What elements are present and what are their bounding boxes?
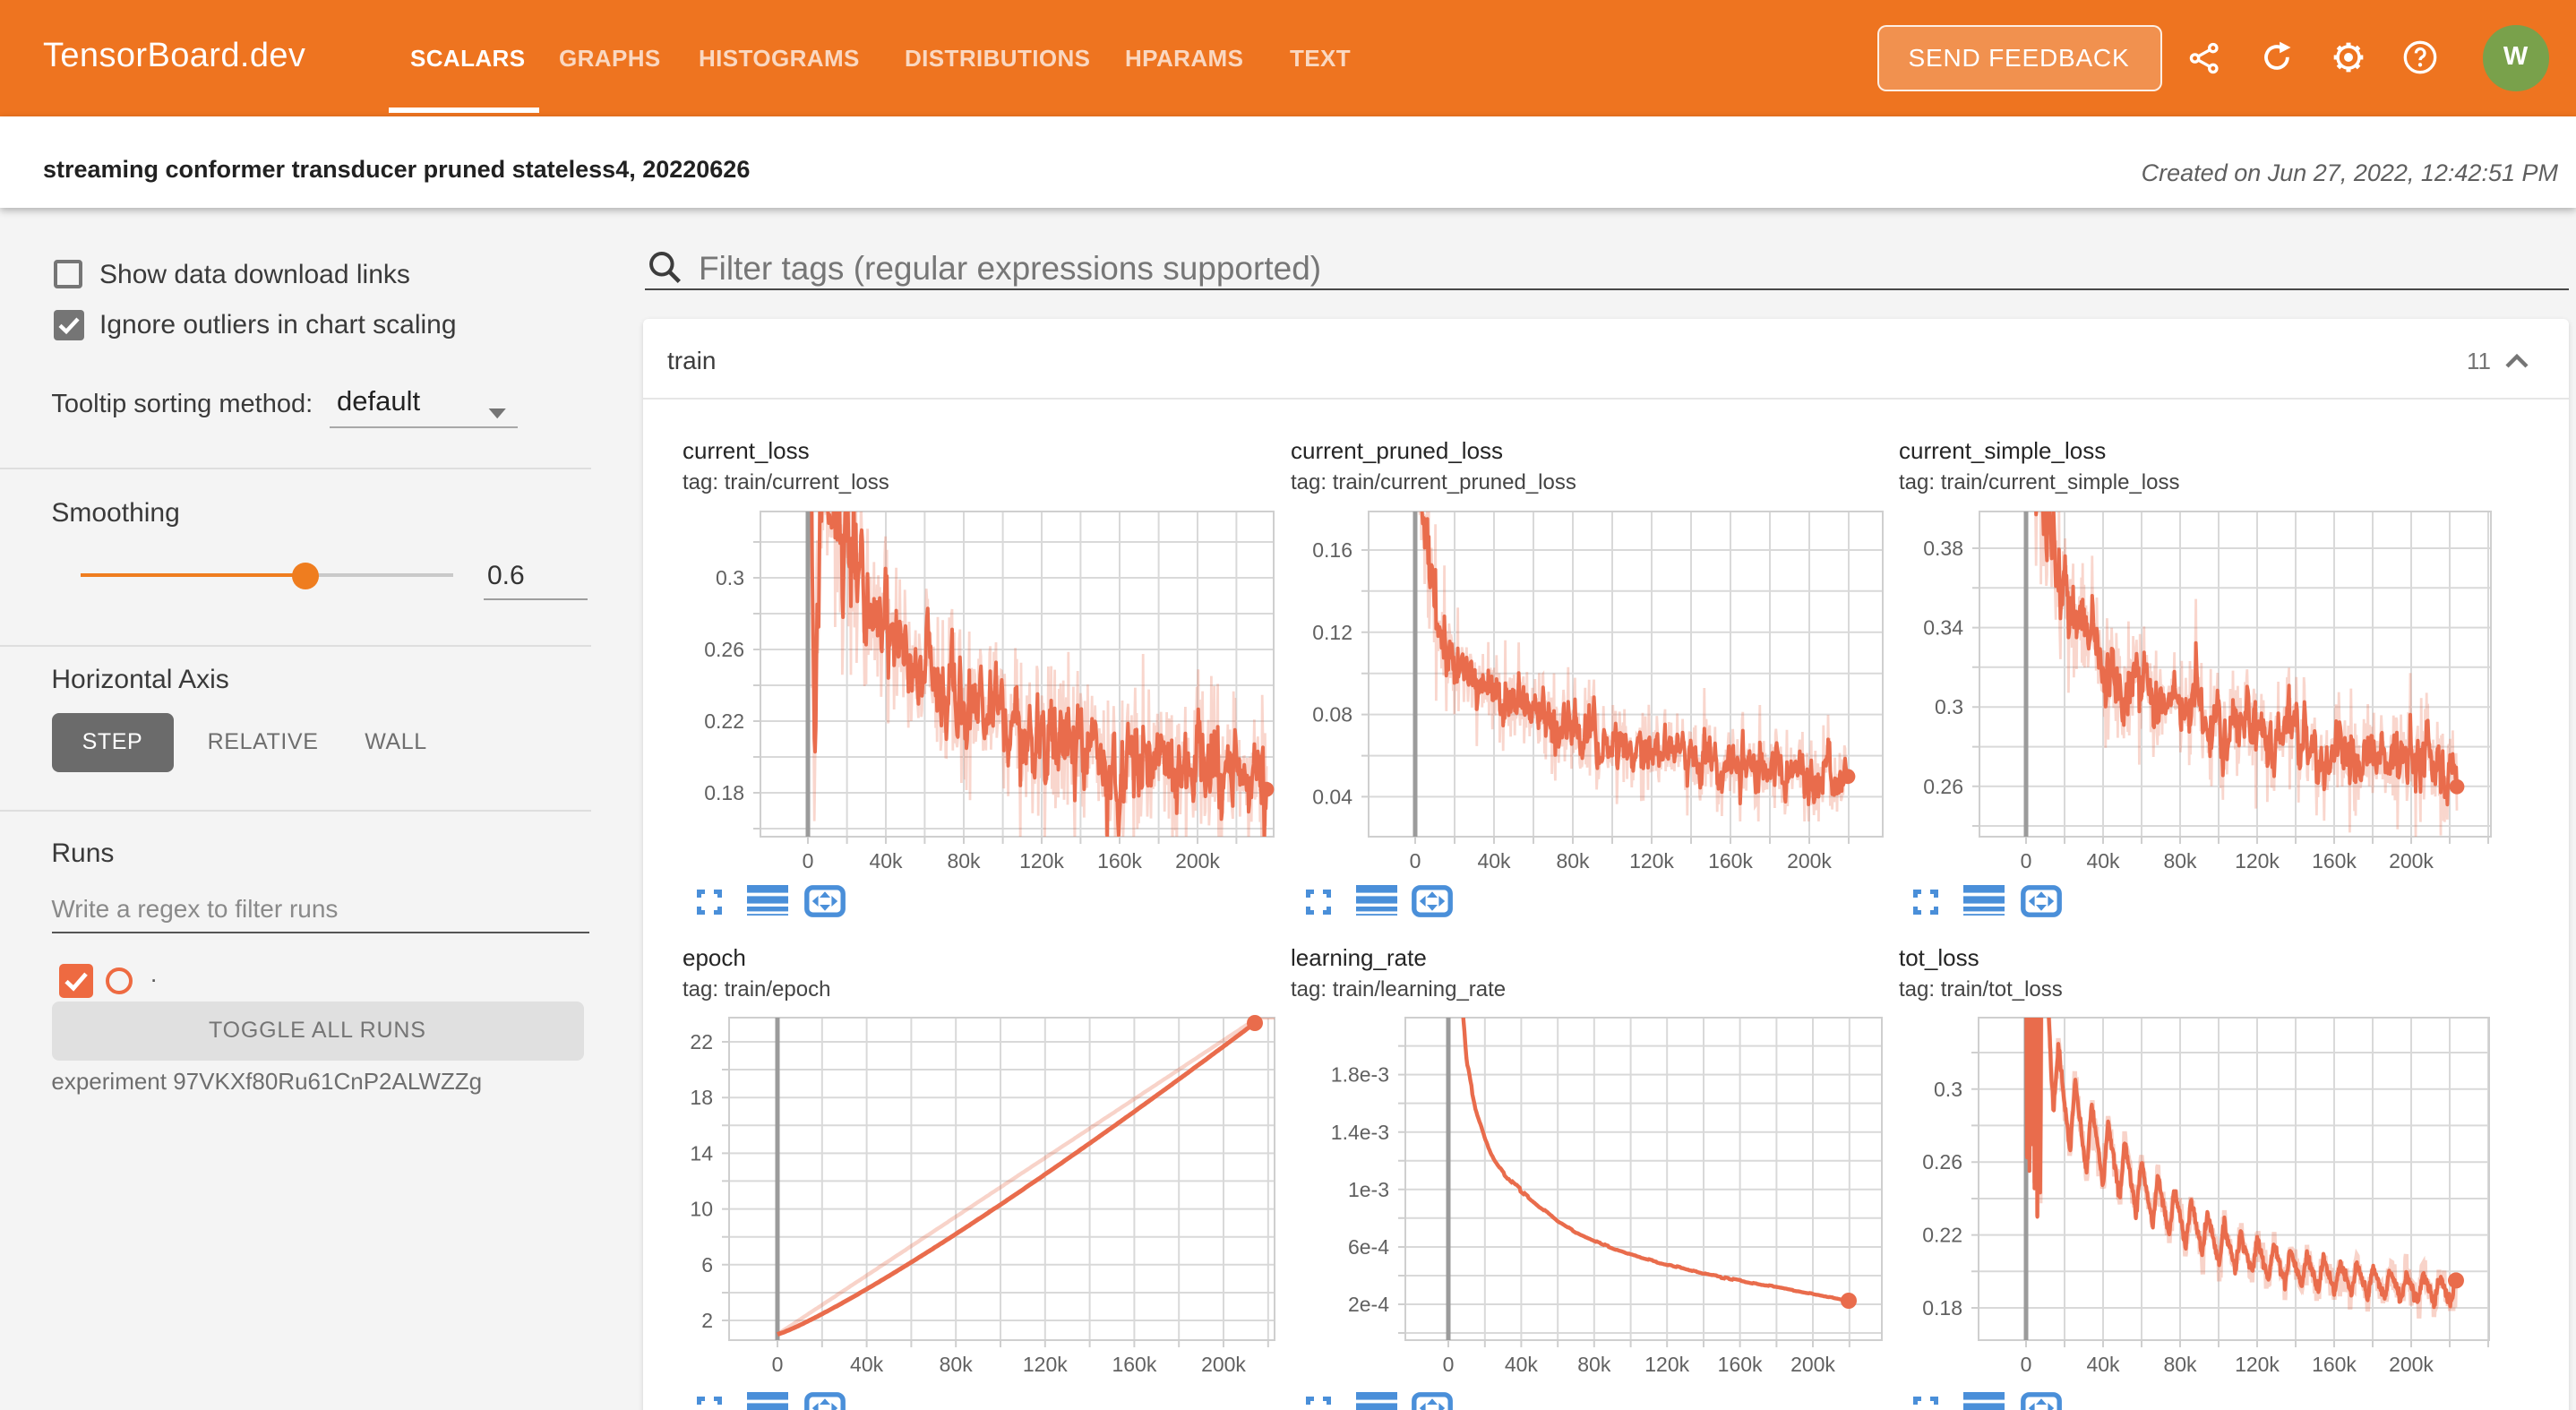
svg-text:0: 0 <box>2021 1353 2032 1376</box>
svg-text:160k: 160k <box>2312 849 2357 873</box>
svg-text:80k: 80k <box>947 849 981 873</box>
svg-text:18: 18 <box>690 1086 713 1109</box>
svg-text:120k: 120k <box>2235 849 2280 873</box>
svg-text:0.16: 0.16 <box>1312 538 1352 562</box>
svg-text:0.04: 0.04 <box>1312 785 1352 808</box>
svg-text:0.3: 0.3 <box>716 566 744 589</box>
svg-text:200k: 200k <box>2389 849 2434 873</box>
svg-text:0.18: 0.18 <box>1922 1296 1962 1320</box>
svg-text:80k: 80k <box>1556 849 1590 873</box>
svg-text:1.8e-3: 1.8e-3 <box>1331 1063 1389 1087</box>
svg-text:0.26: 0.26 <box>1922 1150 1962 1174</box>
svg-text:80k: 80k <box>1577 1353 1611 1376</box>
svg-text:2: 2 <box>701 1309 713 1332</box>
svg-text:6e-4: 6e-4 <box>1348 1235 1389 1259</box>
svg-text:0.08: 0.08 <box>1312 703 1352 726</box>
svg-text:120k: 120k <box>1629 849 1674 873</box>
svg-text:200k: 200k <box>1175 849 1220 873</box>
svg-text:160k: 160k <box>1097 849 1142 873</box>
svg-text:40k: 40k <box>850 1353 884 1376</box>
svg-text:120k: 120k <box>2235 1353 2280 1376</box>
svg-text:0: 0 <box>772 1353 784 1376</box>
svg-text:2e-4: 2e-4 <box>1348 1293 1389 1316</box>
svg-text:120k: 120k <box>1019 849 1064 873</box>
svg-text:0.22: 0.22 <box>704 709 744 733</box>
svg-text:22: 22 <box>690 1030 713 1053</box>
svg-text:0: 0 <box>803 849 814 873</box>
svg-text:40k: 40k <box>2086 1353 2120 1376</box>
svg-text:80k: 80k <box>2163 1353 2197 1376</box>
svg-text:6: 6 <box>701 1253 713 1277</box>
svg-text:200k: 200k <box>1787 849 1832 873</box>
svg-text:1e-3: 1e-3 <box>1348 1178 1389 1201</box>
svg-text:0: 0 <box>1443 1353 1455 1376</box>
svg-text:200k: 200k <box>1201 1353 1246 1376</box>
svg-text:40k: 40k <box>1477 849 1511 873</box>
svg-text:0.3: 0.3 <box>1934 1078 1962 1101</box>
svg-text:0: 0 <box>2021 849 2032 873</box>
svg-text:40k: 40k <box>2086 849 2120 873</box>
svg-text:200k: 200k <box>1790 1353 1835 1376</box>
svg-text:200k: 200k <box>2389 1353 2434 1376</box>
svg-text:120k: 120k <box>1644 1353 1689 1376</box>
svg-text:0.38: 0.38 <box>1923 537 1963 560</box>
svg-text:0.12: 0.12 <box>1312 621 1352 644</box>
svg-text:120k: 120k <box>1023 1353 1068 1376</box>
svg-text:0.18: 0.18 <box>704 781 744 804</box>
svg-text:1.4e-3: 1.4e-3 <box>1331 1121 1389 1144</box>
svg-text:160k: 160k <box>2312 1353 2357 1376</box>
svg-text:40k: 40k <box>1505 1353 1539 1376</box>
svg-text:0.3: 0.3 <box>1935 695 1963 718</box>
svg-text:160k: 160k <box>1708 849 1753 873</box>
svg-text:0.26: 0.26 <box>1923 775 1963 798</box>
svg-text:10: 10 <box>690 1198 713 1221</box>
svg-text:0: 0 <box>1410 849 1421 873</box>
svg-text:160k: 160k <box>1112 1353 1156 1376</box>
svg-text:160k: 160k <box>1718 1353 1763 1376</box>
svg-text:14: 14 <box>690 1141 713 1165</box>
svg-text:0.34: 0.34 <box>1923 616 1963 640</box>
svg-text:80k: 80k <box>2163 849 2197 873</box>
svg-text:40k: 40k <box>869 849 903 873</box>
svg-text:0.26: 0.26 <box>704 638 744 661</box>
svg-text:80k: 80k <box>940 1353 974 1376</box>
svg-text:0.22: 0.22 <box>1922 1224 1962 1247</box>
